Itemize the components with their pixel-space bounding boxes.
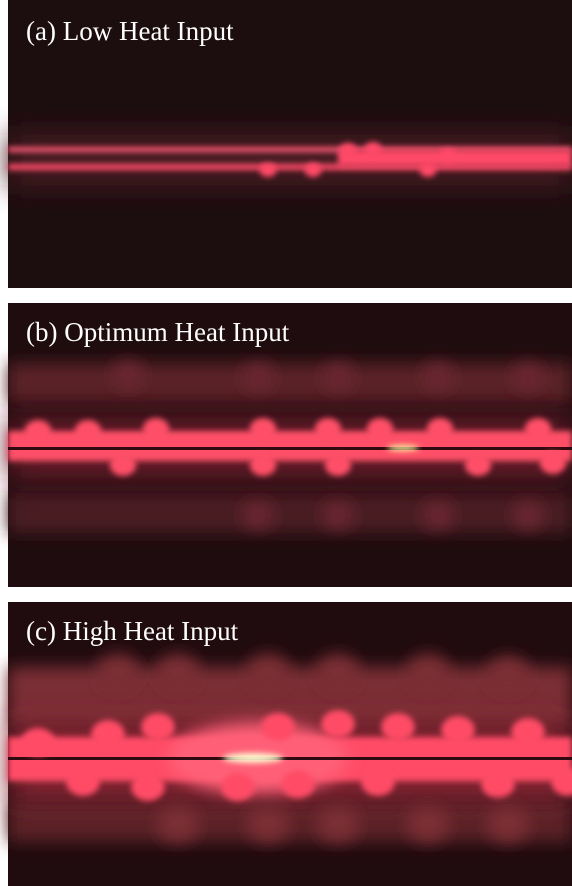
bead-ripple [21, 728, 55, 756]
panel-label: (c) High Heat Input [26, 616, 239, 646]
bead-ripple [304, 163, 322, 177]
bead-ripple [142, 418, 170, 440]
bead-ripple [111, 361, 145, 389]
bead-ripple [74, 420, 102, 442]
glow [8, 363, 572, 403]
bead-ripple [464, 454, 492, 476]
seam-line [8, 757, 572, 760]
bead-ripple [539, 452, 567, 474]
bead-ripple [441, 716, 475, 744]
bead-ripple [249, 418, 277, 440]
bead-ripple [246, 806, 290, 842]
hot-spot [387, 445, 419, 451]
bead-ripple [24, 420, 52, 442]
bead-ripple [249, 454, 277, 476]
hot-spot [223, 753, 283, 763]
bead-ripple [91, 720, 125, 748]
bead-ripple [96, 654, 140, 690]
panel-label: (a) Low Heat Input [26, 16, 234, 46]
bead-ripple [156, 806, 200, 842]
bead-ripple [511, 363, 545, 391]
bead-ripple [524, 418, 552, 440]
bead-ripple [421, 363, 455, 391]
bead-ripple [314, 418, 342, 440]
bead-ripple [511, 718, 545, 746]
bead-ripple [426, 418, 454, 440]
bead-ripple [381, 713, 415, 741]
bead-ripple [321, 501, 355, 529]
bead-ripple [486, 806, 530, 842]
bead-ripple [241, 501, 275, 529]
bead-ripple [261, 713, 295, 741]
bead-ripple [511, 501, 545, 529]
panel-label: (b) Optimum Heat Input [26, 317, 290, 347]
bead-ripple [439, 149, 457, 163]
bead-ripple [321, 710, 355, 738]
bead-ripple [109, 454, 137, 476]
bead-ripple [316, 806, 360, 842]
bead-ripple [486, 656, 530, 692]
bead-ripple [361, 768, 395, 796]
seam-line [8, 447, 572, 450]
bead-ripple [421, 501, 455, 529]
bead-ripple [366, 418, 394, 440]
bead-ripple [131, 773, 165, 801]
bead-ripple [246, 654, 290, 690]
bead-ripple [141, 713, 175, 741]
bead-ripple [419, 163, 437, 177]
glow [8, 493, 572, 533]
bead-ripple [406, 654, 450, 690]
glow [8, 802, 572, 842]
panel-b: (b) Optimum Heat Input [8, 303, 572, 587]
panel-a: (a) Low Heat Input [8, 0, 572, 288]
bead-ripple [324, 454, 352, 476]
bead-ripple [221, 773, 255, 801]
bead-ripple [321, 363, 355, 391]
bead-ripple [406, 806, 450, 842]
bead-ripple [339, 143, 357, 157]
seam-line [8, 164, 572, 170]
bead-ripple [551, 768, 572, 796]
seam-line [8, 147, 572, 152]
bead-ripple [66, 768, 100, 796]
bead-ripple [281, 770, 315, 798]
bead-ripple [259, 163, 277, 177]
panel-c: (c) High Heat Input [8, 602, 572, 886]
bead-ripple [481, 770, 515, 798]
bead-ripple [316, 654, 360, 690]
bead-ripple [364, 142, 382, 156]
bead-ripple [156, 654, 200, 690]
bead-ripple [241, 363, 275, 391]
